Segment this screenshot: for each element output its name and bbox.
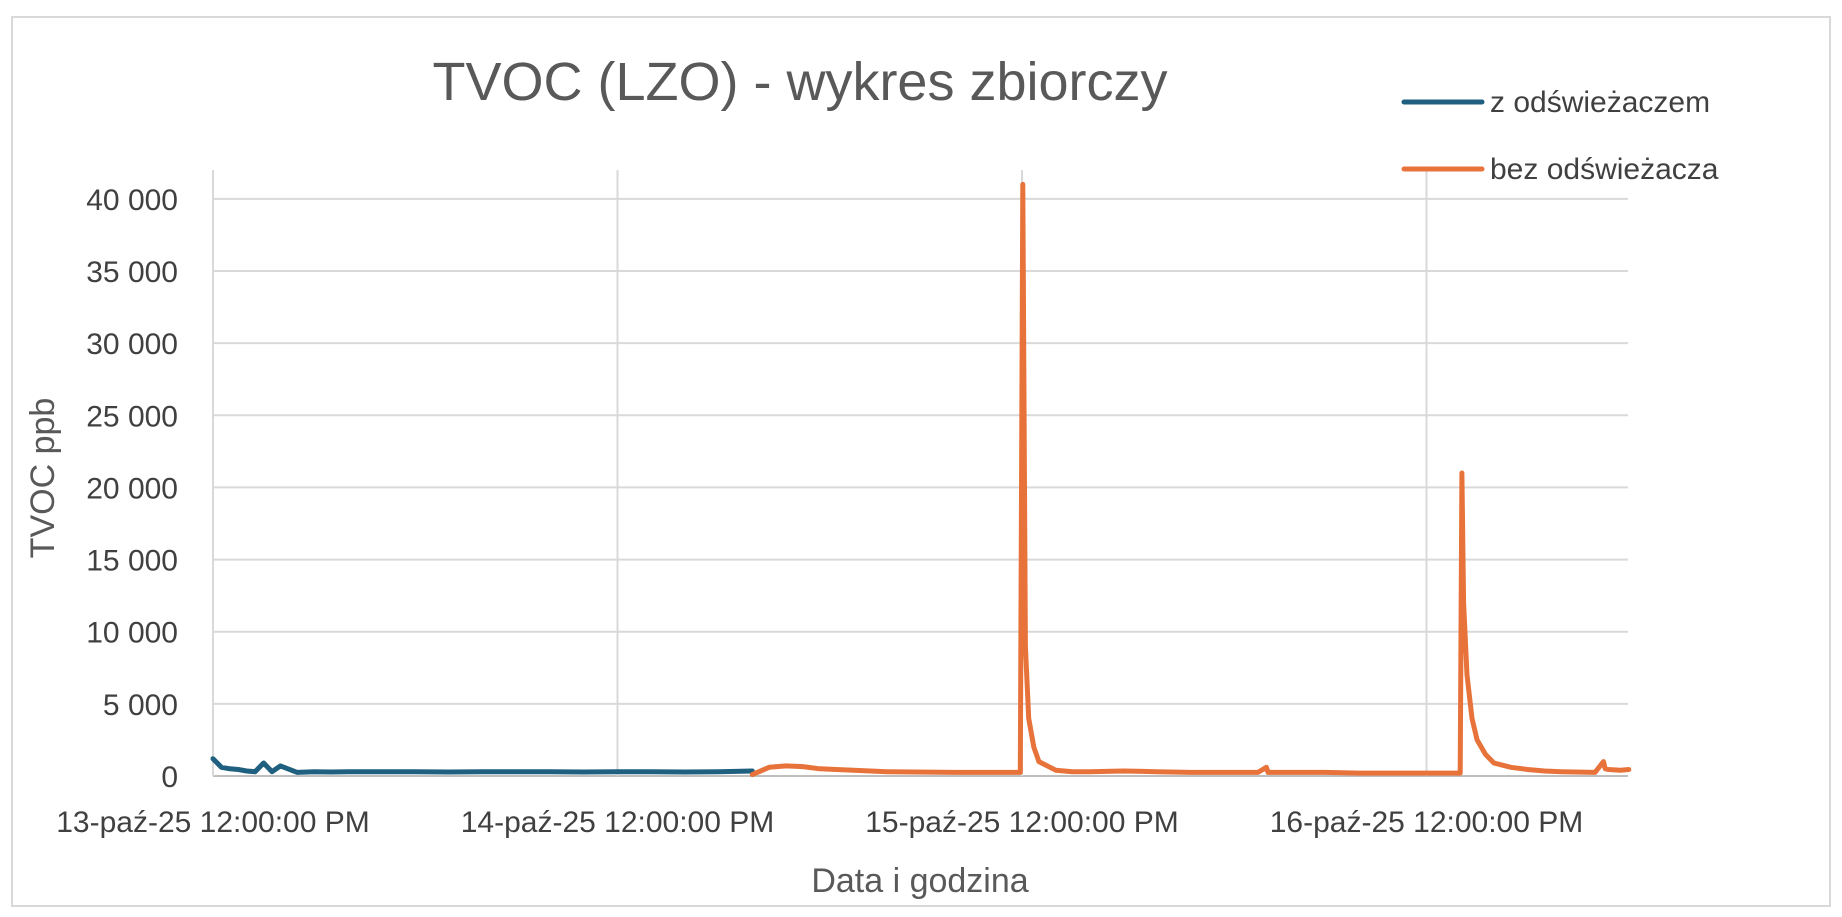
x-tick-label: 14-paź-25 12:00:00 PM [461, 806, 775, 839]
y-tick-label: 15 000 [86, 545, 178, 578]
series-line-1 [210, 756, 755, 775]
chart-title: TVOC (LZO) - wykres zbiorczy [432, 52, 1167, 112]
y-axis-label: TVOC ppb [24, 398, 62, 559]
series-line-2 [749, 181, 1632, 778]
legend-label: bez odświeżacza [1490, 153, 1719, 186]
legend: z odświeżaczem bez odświeżacza [1401, 86, 1719, 186]
grid [212, 170, 1628, 777]
y-tick-label: 40 000 [86, 184, 178, 217]
y-tick-label: 0 [161, 761, 178, 794]
x-tick-label: 13-paź-25 12:00:00 PM [56, 806, 370, 839]
series-lines [210, 181, 1632, 778]
x-tick-label: 16-paź-25 12:00:00 PM [1270, 806, 1584, 839]
legend-label: z odświeżaczem [1490, 86, 1710, 119]
tick-labels: 0 5 000 10 000 15 000 20 000 25 000 30 000 35 0… [56, 184, 1583, 839]
y-tick-label: 10 000 [86, 617, 178, 650]
y-tick-label: 25 000 [86, 400, 178, 433]
chart-frame [11, 16, 1831, 907]
x-axis-label: Data i godzina [811, 862, 1028, 900]
y-tick-label: 30 000 [86, 328, 178, 361]
y-tick-label: 5 000 [103, 689, 178, 722]
y-tick-label: 20 000 [86, 472, 178, 505]
y-tick-label: 35 000 [86, 256, 178, 289]
x-tick-label: 15-paź-25 12:00:00 PM [865, 806, 1179, 839]
